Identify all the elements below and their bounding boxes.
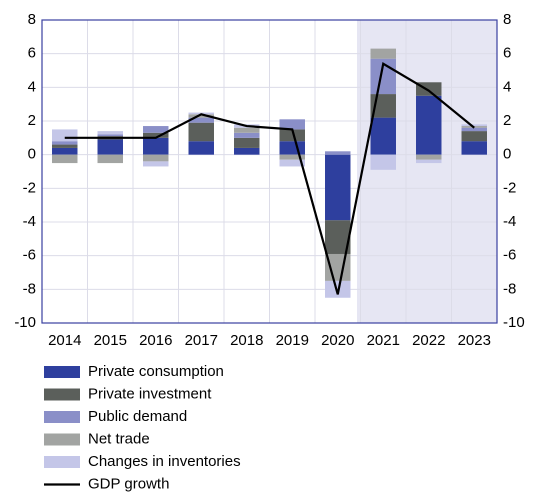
bar-segment — [325, 151, 351, 155]
legend-label: Private consumption — [88, 363, 224, 380]
x-tick-label: 2022 — [412, 332, 445, 349]
y-tick-label: 2 — [28, 112, 36, 129]
bar-segment — [97, 154, 123, 164]
x-tick-label: 2017 — [185, 332, 218, 349]
bar-segment — [97, 134, 123, 137]
bar-segment — [461, 127, 487, 132]
bar-segment — [52, 129, 78, 142]
y2-tick-label: 6 — [503, 45, 511, 62]
bar-segment — [416, 82, 442, 96]
bar-segment — [143, 154, 169, 162]
legend-label: Public demand — [88, 408, 187, 425]
y-tick-label: -10 — [14, 314, 36, 331]
bar-segment — [52, 147, 78, 155]
bar-segment — [143, 137, 169, 155]
y-tick-label: -2 — [23, 179, 36, 196]
x-tick-label: 2023 — [458, 332, 491, 349]
y-tick-label: 6 — [28, 45, 36, 62]
legend-swatch — [44, 411, 80, 423]
y2-tick-label: -2 — [503, 179, 516, 196]
y2-tick-label: 4 — [503, 78, 511, 95]
bar-segment — [279, 154, 305, 160]
bar-segment — [416, 159, 442, 164]
bar-segment — [143, 161, 169, 167]
bar-segment — [188, 141, 214, 155]
x-tick-label: 2021 — [367, 332, 400, 349]
y2-tick-label: 2 — [503, 112, 511, 129]
y2-tick-label: -8 — [503, 280, 516, 297]
x-tick-label: 2014 — [48, 332, 81, 349]
bar-segment — [234, 137, 260, 148]
y2-tick-label: -10 — [503, 314, 525, 331]
bar-segment — [279, 129, 305, 142]
x-tick-label: 2015 — [94, 332, 127, 349]
legend-label: Changes in inventories — [88, 453, 241, 470]
y-tick-label: 8 — [28, 11, 36, 28]
bar-segment — [97, 139, 123, 155]
bar-segment — [143, 126, 169, 133]
x-tick-label: 2018 — [230, 332, 263, 349]
y-tick-label: 0 — [28, 146, 36, 163]
bar-segment — [279, 159, 305, 167]
bar-segment — [234, 132, 260, 138]
y2-tick-label: 8 — [503, 11, 511, 28]
legend-label: Private investment — [88, 385, 212, 402]
legend-swatch — [44, 366, 80, 378]
bar-segment — [234, 127, 260, 133]
x-tick-label: 2016 — [139, 332, 172, 349]
x-tick-label: 2020 — [321, 332, 354, 349]
legend-label: GDP growth — [88, 475, 169, 492]
bar-segment — [461, 141, 487, 155]
y-tick-label: 4 — [28, 78, 36, 95]
bar-segment — [325, 154, 351, 221]
bar-segment — [188, 117, 214, 123]
y2-tick-label: -4 — [503, 213, 516, 230]
bar-segment — [52, 141, 78, 145]
bar-segment — [416, 154, 442, 160]
bar-segment — [52, 154, 78, 164]
legend-label: Net trade — [88, 430, 150, 447]
plot-frame — [41, 19, 498, 324]
y2-tick-label: -6 — [503, 247, 516, 264]
bar-segment — [370, 154, 396, 170]
bar-segment — [143, 132, 169, 138]
bar-segment — [188, 114, 214, 118]
bar-segment — [188, 122, 214, 142]
bar-segment — [234, 147, 260, 155]
x-tick-label: 2019 — [276, 332, 309, 349]
y-tick-label: -4 — [23, 213, 36, 230]
bar-segment — [370, 48, 396, 59]
y-tick-label: -8 — [23, 280, 36, 297]
bar-segment — [461, 124, 487, 127]
bar-segment — [52, 144, 78, 148]
legend-swatch — [44, 388, 80, 401]
bar-segment — [416, 95, 442, 155]
y2-tick-label: 0 — [503, 146, 511, 163]
gdp-line — [64, 62, 475, 295]
bar-segment — [97, 131, 123, 135]
bar-segment — [370, 117, 396, 155]
bar-segment — [461, 131, 487, 142]
legend-swatch — [44, 456, 80, 468]
bar-segment — [279, 119, 305, 130]
y-tick-label: -6 — [23, 247, 36, 264]
bar-segment — [279, 141, 305, 155]
legend-swatch — [44, 433, 80, 446]
